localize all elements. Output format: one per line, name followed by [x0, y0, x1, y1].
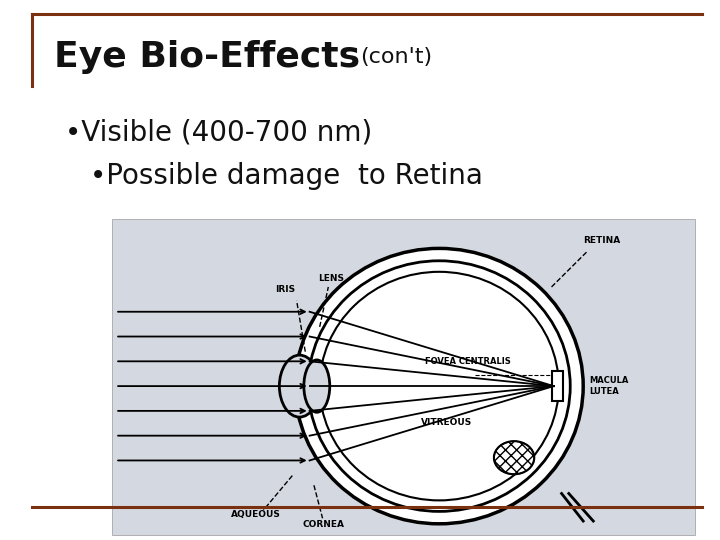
Ellipse shape	[304, 360, 330, 412]
Text: VITREOUS: VITREOUS	[420, 417, 472, 427]
Bar	[112, 219, 695, 535]
Ellipse shape	[279, 355, 320, 417]
Text: LENS: LENS	[318, 274, 344, 284]
Text: •Possible damage  to Retina: •Possible damage to Retina	[90, 161, 483, 190]
Ellipse shape	[308, 261, 570, 511]
Text: Eye Bio-Effects: Eye Bio-Effects	[54, 40, 360, 73]
Ellipse shape	[494, 441, 534, 474]
Text: RETINA: RETINA	[583, 236, 621, 245]
Text: IRIS: IRIS	[275, 286, 295, 294]
Text: AQUEOUS: AQUEOUS	[231, 510, 282, 519]
Bar	[552, 371, 563, 401]
Text: MACULA
LUTEA: MACULA LUTEA	[589, 376, 629, 396]
Ellipse shape	[320, 272, 559, 501]
Ellipse shape	[295, 248, 583, 524]
Text: FOVEA CENTRALIS: FOVEA CENTRALIS	[425, 357, 511, 366]
Text: (con't): (con't)	[360, 46, 432, 67]
Text: CORNEA: CORNEA	[303, 519, 345, 529]
Text: •Visible (400-700 nm): •Visible (400-700 nm)	[65, 118, 372, 146]
